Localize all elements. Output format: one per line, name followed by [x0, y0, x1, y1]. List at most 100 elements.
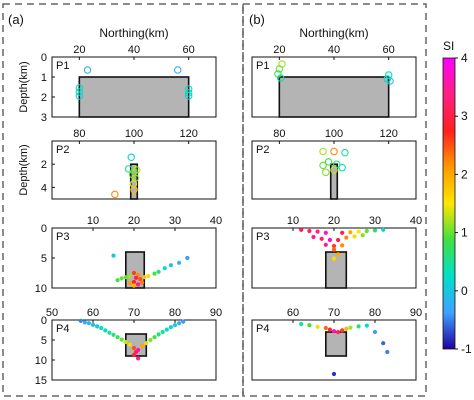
x-tick-label: 80 [73, 128, 85, 140]
data-point [119, 276, 124, 281]
data-point [133, 275, 139, 280]
colorbar-title: SI [443, 39, 454, 53]
group-b-frame [242, 3, 427, 397]
series-points [111, 253, 190, 288]
panel-b-P2: 80 100 120 P2 [251, 128, 417, 200]
panel-label: P4 [56, 323, 69, 335]
data-point [364, 323, 369, 328]
panel-b-P3: 10 20 30 40 P3 [251, 215, 422, 289]
data-point [315, 324, 320, 329]
data-point [164, 327, 169, 332]
series-points [299, 321, 390, 377]
y-tick-label: 5 [41, 253, 47, 265]
x-tick-label: 20 [73, 44, 85, 56]
data-point [129, 180, 138, 188]
y-axis-label: Depth(km) [18, 61, 30, 112]
data-point [144, 341, 149, 346]
series-points [274, 60, 394, 85]
x-tick-label: 70 [128, 307, 140, 319]
data-point [340, 230, 345, 235]
data-point [381, 341, 386, 346]
panel-b-P1: 20 40 60 P1 Northing(km) [251, 26, 417, 118]
data-point [327, 327, 333, 332]
data-point [340, 328, 345, 333]
data-point [132, 166, 141, 174]
data-point [184, 85, 193, 93]
x-tick-label: 70 [328, 307, 340, 319]
data-point [299, 321, 304, 327]
data-point [324, 158, 333, 166]
y-tick-label: 3 [41, 112, 47, 124]
y-tick-label: 2 [41, 159, 47, 171]
data-point [275, 65, 284, 73]
x-tick-label: 20 [128, 215, 140, 227]
x-axis-label: Northing(km) [299, 26, 368, 40]
panel-label: P1 [256, 60, 269, 72]
data-point [123, 339, 128, 345]
data-point [360, 233, 365, 238]
y-tick-label: 1 [41, 72, 47, 84]
data-point [336, 252, 341, 257]
data-point [323, 242, 328, 247]
x-tick-label: 60 [383, 44, 395, 56]
data-point [140, 343, 145, 349]
panel-label: P4 [256, 323, 269, 335]
series-points [299, 227, 386, 261]
data-point [372, 228, 378, 233]
series-points [78, 318, 186, 361]
data-point [331, 256, 337, 261]
data-point [103, 328, 108, 333]
panel-a-P2: 80 100 120 2 4 P2 Depth(km) [18, 128, 217, 200]
panel-a-P3: 10 20 30 40 0 5 10 P3 [35, 215, 222, 295]
structure-block [324, 331, 348, 357]
y-tick-label: 10 [35, 355, 47, 367]
data-point [336, 329, 341, 335]
structure-block [329, 163, 339, 200]
data-point [136, 272, 141, 277]
series-points [319, 147, 349, 177]
panel-a-P4: 50 60 70 80 90 0 5 10 15 P4 [35, 307, 222, 387]
colorbar-ticks: 4 3 2 1 0 -1 [455, 51, 472, 356]
data-point [146, 273, 151, 279]
data-point [319, 147, 327, 156]
x-tick-label: 60 [183, 44, 195, 56]
data-point [136, 282, 141, 287]
x-tick-label: 20 [328, 215, 340, 227]
data-point [160, 329, 165, 335]
x-tick-label: 120 [379, 128, 397, 140]
x-axis-label: Northing(km) [99, 26, 168, 40]
data-point [177, 260, 182, 265]
colorbar-tick-label: -1 [461, 342, 472, 356]
colorbar-tick-label: 2 [461, 167, 468, 181]
panel-label: P1 [56, 60, 69, 72]
x-tick-label: 100 [125, 128, 143, 140]
data-point [131, 352, 137, 357]
data-point [386, 77, 394, 85]
x-tick-label: 40 [128, 44, 140, 56]
colorbar-tick-label: 3 [461, 109, 468, 123]
x-tick-label: 20 [273, 44, 285, 56]
data-point [307, 228, 312, 234]
x-tick-label: 60 [87, 307, 99, 319]
data-point [172, 323, 178, 328]
structure-block [78, 76, 190, 118]
data-point [330, 147, 338, 156]
data-point [331, 243, 337, 249]
x-tick-label: 10 [87, 215, 99, 227]
data-point [127, 153, 136, 161]
panel-a-P1: 20 40 60 0 1 2 3 P1 Northing(km) Depth(km) [18, 26, 217, 124]
data-point [131, 345, 137, 351]
data-point [86, 321, 91, 326]
data-point [322, 168, 330, 177]
data-point [111, 190, 119, 199]
panel-label: P3 [56, 231, 69, 243]
y-tick-label: 15 [35, 375, 47, 387]
x-tick-label: 80 [273, 128, 285, 140]
data-point [319, 161, 327, 170]
panel-label: P3 [256, 231, 269, 243]
data-point [323, 230, 328, 235]
data-point [75, 92, 84, 100]
data-point [94, 324, 100, 329]
data-point [130, 185, 138, 194]
data-point [156, 269, 161, 274]
